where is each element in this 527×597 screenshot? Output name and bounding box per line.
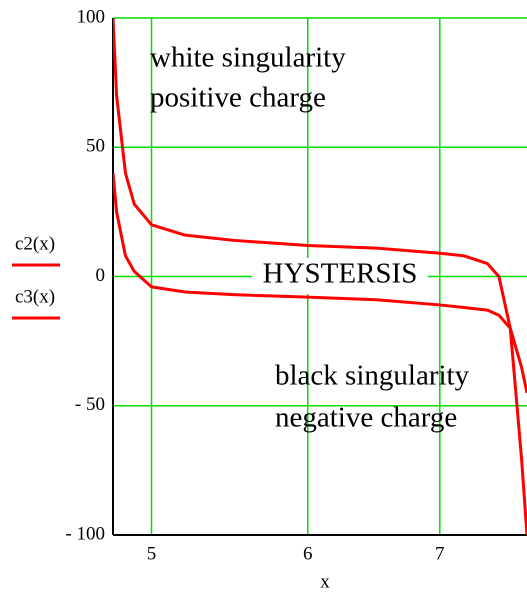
y-tick-label: 0 bbox=[96, 265, 106, 286]
data-line bbox=[113, 172, 527, 394]
annotation: positive charge bbox=[150, 82, 326, 114]
y-tick-label: - 100 bbox=[65, 523, 105, 544]
annotation: negative charge bbox=[275, 402, 457, 434]
annotation-bg bbox=[252, 258, 428, 294]
annotation: white singularity bbox=[150, 42, 346, 74]
y-tick-label: 100 bbox=[77, 6, 106, 27]
y-tick-label: - 50 bbox=[75, 394, 105, 415]
x-tick-label: 5 bbox=[147, 543, 157, 564]
legend-label: c3(x) bbox=[15, 286, 55, 307]
y-tick-label: 50 bbox=[86, 136, 105, 157]
x-axis-label: x bbox=[320, 571, 330, 592]
data-line bbox=[113, 18, 527, 535]
x-tick-label: 7 bbox=[435, 543, 445, 564]
legend-label: c2(x) bbox=[15, 233, 55, 254]
x-tick-label: 6 bbox=[303, 543, 313, 564]
annotation: black singularity bbox=[275, 360, 470, 392]
annotation: HYSTERSIS bbox=[263, 258, 418, 290]
